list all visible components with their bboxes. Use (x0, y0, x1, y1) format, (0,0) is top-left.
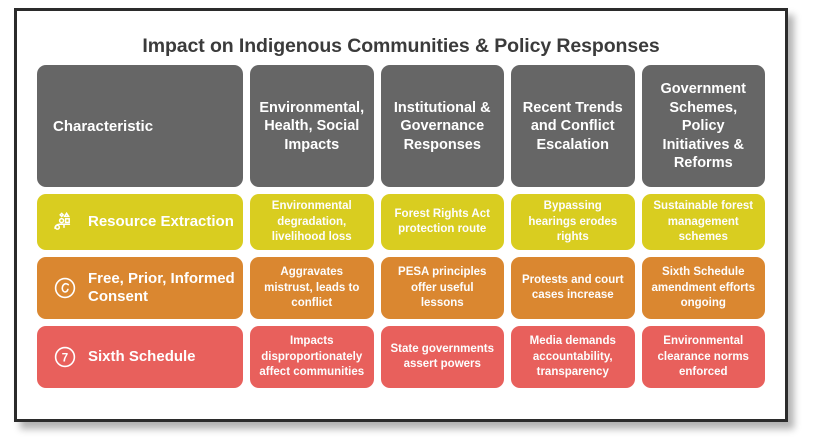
table-cell: Sustainable forest management schemes (641, 194, 765, 251)
number-seven-circle-icon: 7 (51, 344, 78, 371)
row-label-text: Free, Prior, Informed Consent (88, 270, 235, 306)
column-header-institutional-governance-responses: Institutional & Governance Responses (380, 65, 504, 188)
mining-extraction-icon (51, 209, 78, 236)
copyright-c-circle-icon (51, 275, 78, 302)
row-label-resource-extraction: Resource Extraction (37, 194, 243, 251)
table-cell: State governments assert powers (380, 326, 504, 389)
table-cell: PESA principles offer useful lessons (380, 257, 504, 320)
table-cell: Environmental degradation, livelihood lo… (250, 194, 374, 251)
diagram-card: Impact on Indigenous Communities & Polic… (14, 8, 788, 422)
column-header-characteristic: Characteristic (37, 65, 243, 188)
table-cell: Protests and court cases increase (511, 257, 635, 320)
row-label-text: Resource Extraction (88, 213, 234, 231)
table-cell: Environmental clearance norms enforced (641, 326, 765, 389)
table-cell: Aggravates mistrust, leads to conflict (250, 257, 374, 320)
table-row: Free, Prior, Informed Consent Aggravates… (37, 257, 765, 320)
table-header-row: Characteristic Environmental, Health, So… (37, 65, 765, 188)
column-header-environmental-health-social-impacts: Environmental, Health, Social Impacts (250, 65, 374, 188)
svg-text:7: 7 (61, 353, 67, 365)
row-label-text: Sixth Schedule (88, 348, 196, 366)
table-row: 7 Sixth Schedule Impacts disproportionat… (37, 326, 765, 389)
row-label-free-prior-informed-consent: Free, Prior, Informed Consent (37, 257, 243, 320)
table-cell: Forest Rights Act protection route (380, 194, 504, 251)
column-header-government-schemes-policy-initiatives-reforms: Government Schemes, Policy Initiatives &… (641, 65, 765, 188)
table-cell: Sixth Schedule amendment efforts ongoing (641, 257, 765, 320)
table-cell: Media demands accountability, transparen… (511, 326, 635, 389)
table-row: Resource Extraction Environmental degrad… (37, 194, 765, 251)
row-label-sixth-schedule: 7 Sixth Schedule (37, 326, 243, 389)
table-cell: Bypassing hearings erodes rights (511, 194, 635, 251)
comparison-table: Characteristic Environmental, Health, So… (17, 65, 785, 419)
page-title: Impact on Indigenous Communities & Polic… (142, 35, 660, 57)
table-cell: Impacts disproportionately affect commun… (250, 326, 374, 389)
column-header-recent-trends-and-conflict-escalation: Recent Trends and Conflict Escalation (511, 65, 635, 188)
